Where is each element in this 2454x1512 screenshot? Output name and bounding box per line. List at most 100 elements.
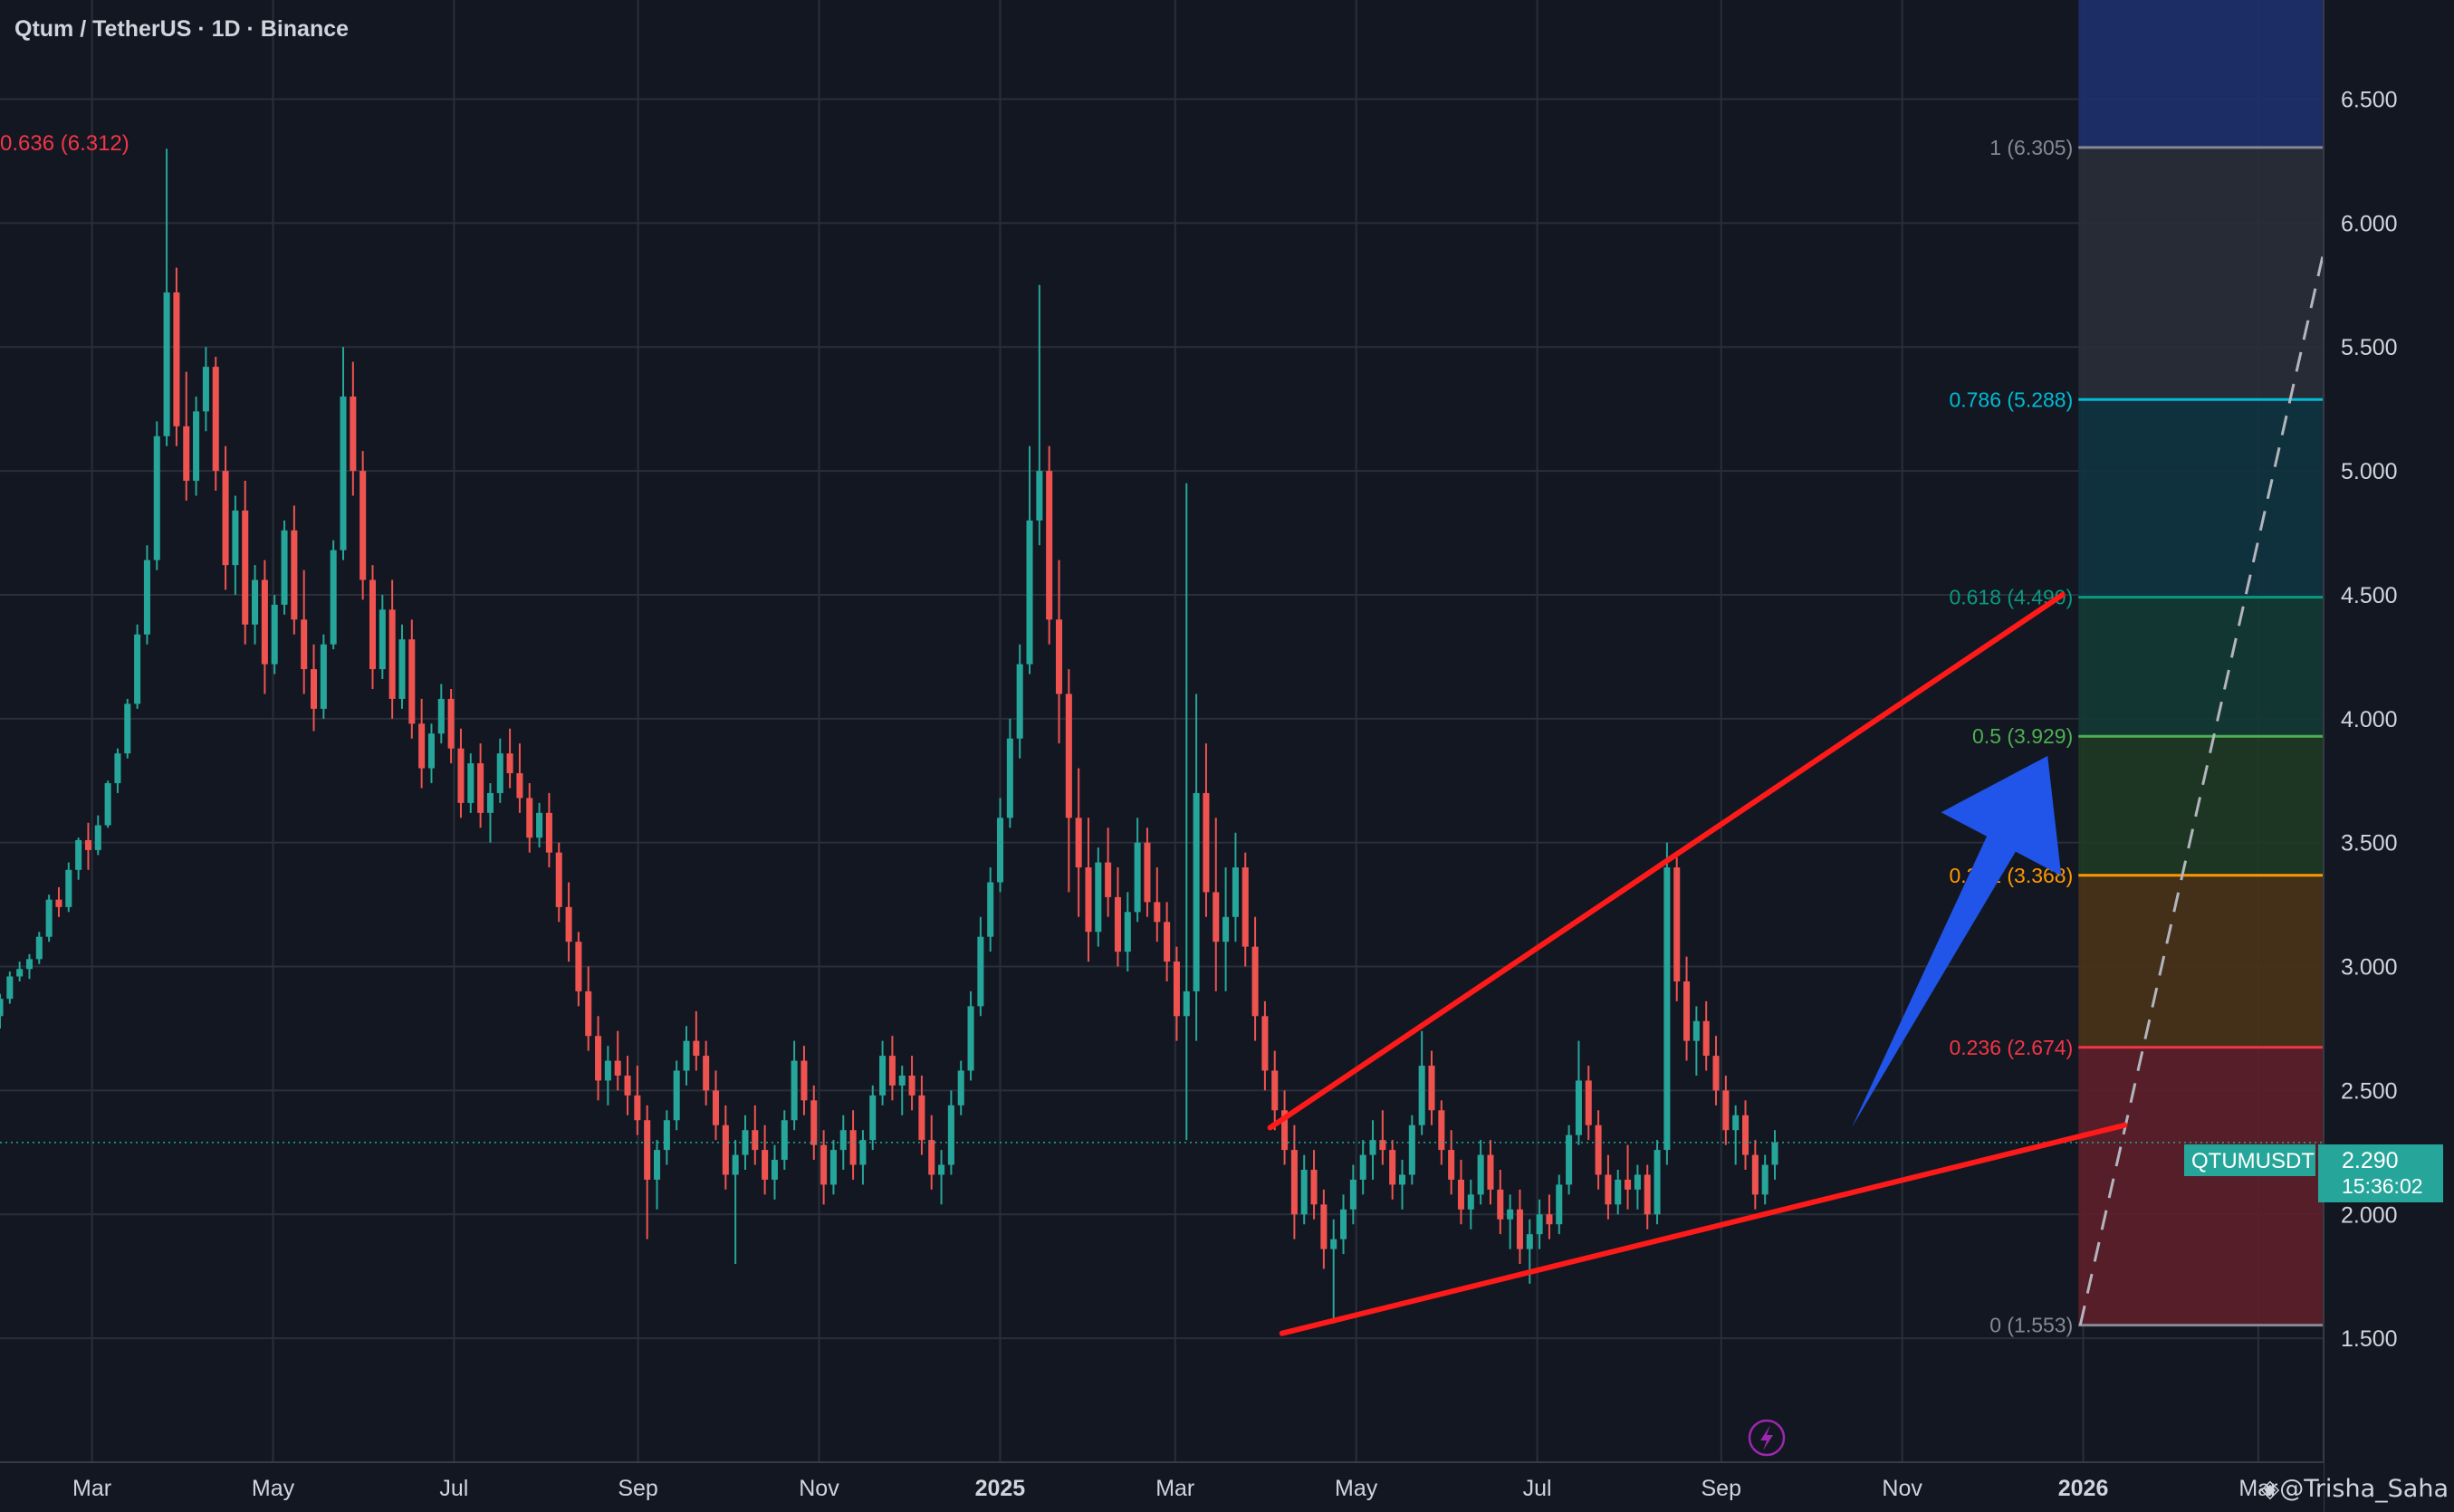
candle <box>810 1085 818 1161</box>
candle <box>752 1105 759 1165</box>
candle-body <box>634 1095 641 1121</box>
candle <box>829 1140 837 1195</box>
candle-body <box>212 367 219 472</box>
candle-body <box>153 435 160 560</box>
candle <box>457 728 465 818</box>
candle-body <box>997 818 1004 883</box>
candle-body <box>947 1105 954 1165</box>
candle <box>595 1016 602 1101</box>
candle-body <box>242 510 249 625</box>
candle-body <box>1575 1080 1582 1135</box>
candle <box>1300 1154 1308 1225</box>
candle <box>820 1130 828 1205</box>
candle-body <box>0 999 4 1017</box>
candle-body <box>644 1120 651 1180</box>
candle-body <box>1389 1150 1396 1185</box>
candle <box>1349 1164 1356 1225</box>
candle <box>575 932 582 1007</box>
candle-body <box>614 1060 621 1076</box>
candle-body <box>762 1150 769 1180</box>
candle-body <box>1771 1142 1778 1165</box>
candlesticks <box>0 148 1778 1324</box>
candle-body <box>810 1100 818 1145</box>
candle <box>987 867 994 952</box>
candle <box>1379 1110 1386 1165</box>
candle <box>1330 1219 1337 1324</box>
candle <box>1271 1050 1279 1131</box>
candle-body <box>35 936 43 960</box>
candle <box>1751 1140 1759 1210</box>
trendlines[interactable] <box>1267 591 2128 1336</box>
candle-body <box>1418 1066 1425 1125</box>
price-axis[interactable]: 1.500 2.000 2.500 3.000 3.500 4.000 4.500 5.000… <box>2323 0 2454 1512</box>
candle-body <box>555 852 562 907</box>
candle-body <box>134 634 141 704</box>
price-tick-label: 4.500 <box>2341 583 2398 608</box>
candle <box>1006 718 1013 828</box>
candle-body <box>1722 1090 1730 1131</box>
candle-body <box>16 969 24 977</box>
candle-body <box>1349 1179 1356 1210</box>
candle <box>967 990 974 1081</box>
time-axis[interactable]: Mar May Jul Sep Nov 2025 Mar May Jul Sep Nov 2026 Ma… <box>0 1461 2324 1512</box>
candle <box>506 728 513 789</box>
candle <box>722 1105 729 1190</box>
candle-body <box>1144 842 1151 903</box>
alert-icon[interactable] <box>1748 1419 1786 1457</box>
candle-body <box>1213 892 1220 943</box>
candle <box>938 1150 945 1205</box>
time-tick-label: Nov <box>1882 1476 1922 1501</box>
candle <box>0 993 4 1029</box>
candle-body <box>545 812 552 853</box>
candle <box>1085 818 1092 962</box>
trendline-upper[interactable] <box>1267 591 2066 1131</box>
candle-body <box>1183 990 1190 1017</box>
candle <box>359 451 367 600</box>
candle-body <box>791 1060 798 1121</box>
candle-body <box>1438 1110 1445 1151</box>
candle-body <box>918 1095 925 1141</box>
candle-body <box>1085 867 1092 933</box>
candle <box>1124 892 1131 972</box>
candle <box>427 723 435 783</box>
candle <box>330 540 337 650</box>
candle-body <box>516 773 523 799</box>
candle-body <box>1124 912 1131 952</box>
time-tick-label: 2026 <box>2058 1476 2109 1501</box>
candle-body <box>1154 902 1161 923</box>
fibonacci-trend-line[interactable] <box>2078 147 2349 1325</box>
candle <box>1507 1194 1514 1249</box>
candle-body <box>977 936 984 1007</box>
candle <box>1634 1164 1641 1210</box>
price-axis-background <box>2324 0 2454 1512</box>
candle <box>644 1105 651 1239</box>
candle-body <box>829 1150 837 1185</box>
candle <box>683 1026 690 1086</box>
fib-level-label: 0.618 (4.490) <box>1949 586 2073 609</box>
candle <box>408 619 416 739</box>
candle <box>340 347 347 560</box>
candle <box>1232 832 1239 943</box>
candle <box>261 560 268 694</box>
candle-body <box>45 899 53 937</box>
candle-body <box>261 579 268 665</box>
candle <box>1222 867 1230 991</box>
candle-body <box>1605 1174 1612 1205</box>
candle <box>153 421 160 570</box>
candle <box>1467 1179 1474 1230</box>
candle <box>222 445 229 590</box>
candle <box>1389 1140 1396 1200</box>
author-watermark: ◈@Trisha_Saha <box>2260 1475 2449 1503</box>
candle-body <box>604 1060 611 1081</box>
candle <box>143 545 150 645</box>
projection-arrow[interactable] <box>1851 755 2062 1128</box>
candle-body <box>447 698 455 749</box>
candle <box>320 634 327 719</box>
candle-body <box>683 1040 690 1071</box>
candle-body <box>1105 862 1112 897</box>
candle <box>467 753 475 813</box>
candle <box>25 953 34 980</box>
fib-zone <box>2078 147 2348 400</box>
trendline-lower[interactable] <box>1279 1122 2128 1336</box>
